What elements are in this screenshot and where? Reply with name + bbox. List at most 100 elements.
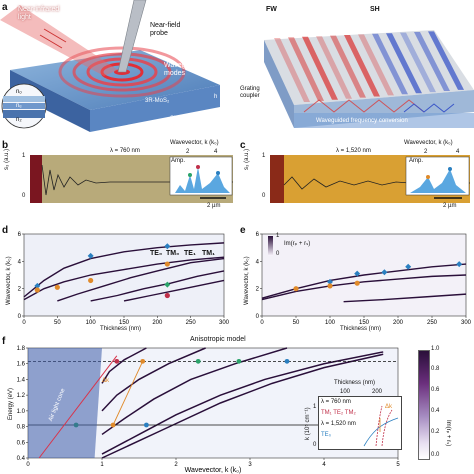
- grating-bar: [358, 34, 394, 96]
- panel-letter-e: e: [240, 225, 246, 236]
- b-ktick-4: 4: [214, 149, 218, 155]
- y-tick-label: 1.8: [17, 346, 26, 352]
- panel-c-plot: [270, 155, 470, 203]
- panel-letter-d: d: [2, 225, 9, 236]
- y-tick-label: 0.6: [17, 440, 26, 446]
- f-inset-delta-k: Δk: [385, 404, 393, 410]
- f-inset-ytick-1: 1: [313, 404, 317, 410]
- mode-curve: [123, 279, 225, 302]
- y-tick-label: 6: [18, 232, 22, 238]
- d-legend-te1: TE₁: [184, 250, 196, 257]
- f-inset-xtick-200: 200: [372, 389, 383, 395]
- data-point: [327, 278, 333, 285]
- mode-curve: [23, 242, 225, 298]
- data-point: [293, 286, 299, 292]
- slab-side: [90, 85, 220, 132]
- panel-letter-f: f: [2, 336, 6, 347]
- mode-curve: [261, 274, 467, 301]
- e-colorbar-label: Im(rₚ + rₛ): [284, 241, 311, 247]
- n-2-label: n₂: [16, 117, 22, 123]
- x-tick-label: 250: [186, 320, 197, 326]
- e-xlabel: Thickness (nm): [340, 326, 382, 332]
- y-tick-label: 0.4: [17, 456, 26, 462]
- mode-curve: [101, 353, 384, 459]
- data-point: [88, 277, 94, 284]
- y-tick-label: 4: [18, 259, 22, 265]
- x-tick-label: 0: [22, 320, 26, 326]
- nir-light-label: Near-infrared light: [18, 6, 60, 21]
- grating-bar: [400, 32, 436, 93]
- data-point: [164, 243, 171, 250]
- c-wavelength: λ = 1,520 nm: [336, 148, 371, 154]
- x-tick-label: 100: [325, 320, 336, 326]
- f-inset-ytick-0: 0: [313, 442, 317, 448]
- d-legend-te0: TE₀: [150, 250, 163, 257]
- grating-coupler-label: Grating coupler: [240, 86, 260, 99]
- d-xlabel: Thickness (nm): [100, 326, 142, 332]
- f-inset-legend-te0: TE₀: [321, 432, 332, 438]
- c-ylabel: s₃ (a.u.): [244, 148, 250, 170]
- f-inset-xlabel: Thickness (nm): [334, 380, 376, 386]
- c-trace: [283, 176, 470, 190]
- e-colorbar: [268, 236, 273, 256]
- f-colorbar: [418, 350, 430, 460]
- panel-a-right-illustration: [264, 30, 474, 128]
- x-tick-label: 0: [260, 320, 264, 326]
- data-point: [354, 270, 361, 277]
- y-tick-label: 1.2: [17, 393, 26, 399]
- mode-marker: [195, 358, 201, 364]
- c-ytick-0: 0: [262, 193, 266, 199]
- b-wavevector-title: Wavevector, k (k₀): [170, 140, 219, 146]
- grating-bar: [302, 36, 338, 100]
- mode-curve: [101, 347, 147, 384]
- f-inset-xtick-100: 100: [340, 389, 351, 395]
- mode-marker: [236, 358, 242, 364]
- waveguide-modes-label: Waveguide modes: [164, 62, 199, 77]
- grating-bar: [274, 38, 310, 102]
- c-wavevector-title: Wavevector, k (k₀): [404, 140, 453, 146]
- y-tick-label: 1.4: [17, 377, 26, 383]
- b-wavelength: λ = 760 nm: [110, 148, 140, 154]
- thickness-h-label: h: [214, 94, 218, 100]
- air-light-cone: [28, 348, 102, 458]
- b-ktick-2: 2: [186, 149, 190, 155]
- d-legend-tm0: TM₀: [166, 250, 180, 257]
- c-ktick-2: 2: [424, 149, 428, 155]
- x-tick-label: 300: [461, 320, 472, 326]
- nir-beam: [0, 5, 118, 76]
- data-point: [381, 269, 388, 276]
- mode-marker: [114, 358, 120, 364]
- x-tick-label: 0: [26, 462, 30, 468]
- y-tick-label: 1.6: [17, 362, 26, 368]
- x-tick-label: 50: [293, 320, 300, 326]
- data-point: [456, 261, 463, 268]
- data-point: [164, 292, 170, 299]
- f-inset-legend-modes: TM₁ TE₂ TM₂: [321, 410, 356, 416]
- material-label: 3R-MoS₂: [145, 98, 170, 104]
- f-inset-legend-1520: λ = 1,520 nm: [321, 421, 356, 427]
- panel-letter-b: b: [2, 140, 9, 151]
- x-tick-label: 5: [396, 462, 400, 468]
- panel-a-left-illustration: [0, 0, 220, 132]
- x-tick-label: 150: [119, 320, 130, 326]
- x-tick-label: 1: [100, 462, 104, 468]
- f-title: Anisotropic model: [190, 336, 246, 343]
- data-point: [54, 284, 60, 290]
- x-tick-label: 100: [86, 320, 97, 326]
- x-tick-label: 300: [219, 320, 230, 326]
- x-tick-label: 4: [322, 462, 326, 468]
- f-colorbar-label: Im(rₚ + rₛ): [445, 420, 451, 447]
- b-inset-ylabel: Amp.: [171, 158, 186, 164]
- data-point: [87, 252, 94, 259]
- c-inset-ylabel: Amp.: [409, 158, 424, 164]
- f-cbar-tick-5: 0.2: [431, 429, 440, 435]
- data-point: [354, 280, 360, 286]
- mode-curve: [101, 347, 206, 412]
- f-inset: [318, 396, 402, 450]
- grating-bar: [288, 37, 324, 101]
- substrate-label: SiO₂: [170, 116, 183, 122]
- panel-b-plot: [30, 155, 233, 203]
- light-line: [38, 355, 118, 459]
- x-tick-label: 3: [248, 462, 252, 468]
- c-scale-label: 2 µm: [443, 203, 457, 209]
